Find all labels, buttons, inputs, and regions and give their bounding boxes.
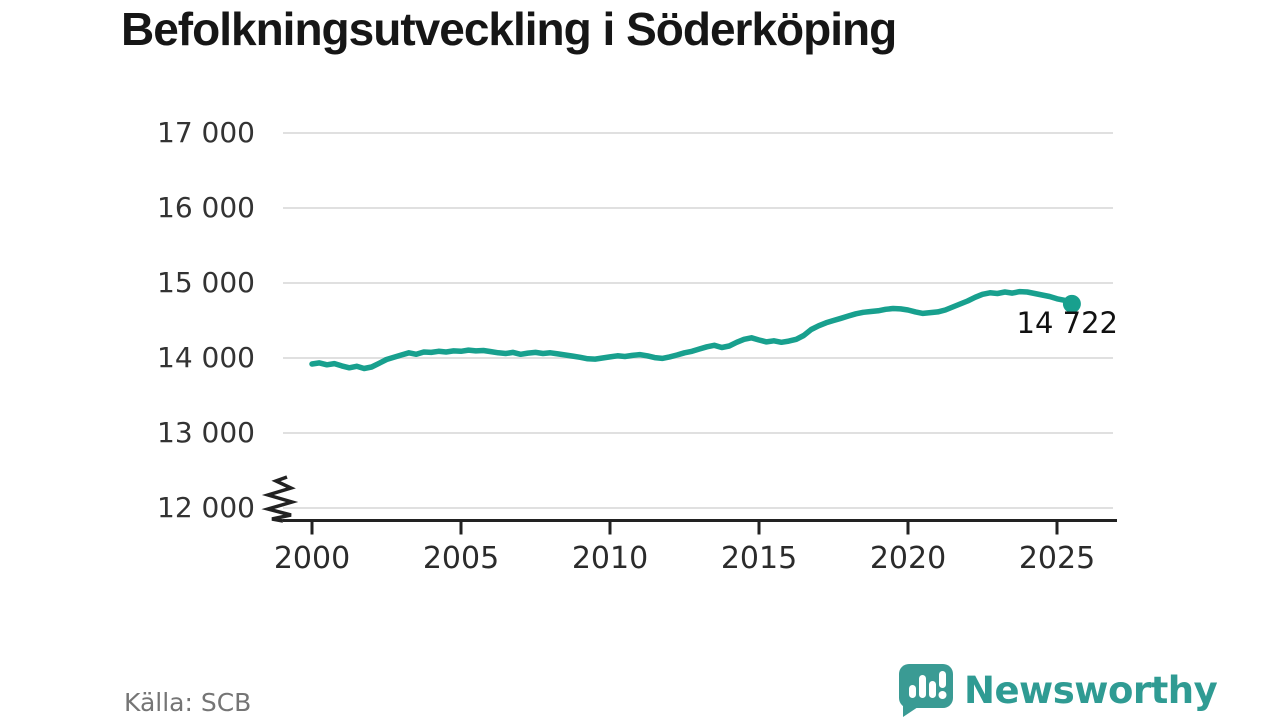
end-value-label: 14 722 <box>1016 306 1118 340</box>
y-tick-label: 15 000 <box>157 266 255 299</box>
y-tick-label: 16 000 <box>157 191 255 224</box>
x-tick-label: 2025 <box>1018 541 1096 576</box>
y-tick-label: 17 000 <box>157 116 255 149</box>
x-tick-label: 2000 <box>273 541 351 576</box>
y-tick-label: 12 000 <box>157 491 255 524</box>
population-line <box>309 288 1075 372</box>
y-tick-label: 14 000 <box>157 341 255 374</box>
x-tick-label: 2020 <box>869 541 947 576</box>
chart-title: Befolkningsutveckling i Söderköping <box>121 3 897 55</box>
brand-logo: Newsworthy <box>897 662 1218 718</box>
end-point-marker <box>1062 294 1081 313</box>
newsworthy-chart-bubble-icon <box>899 664 953 717</box>
x-tick-label: 2005 <box>422 541 500 576</box>
brand-name: Newsworthy <box>964 668 1218 712</box>
axis-break-icon <box>261 475 299 523</box>
source-label: Källa: SCB <box>124 688 252 717</box>
x-tick-label: 2015 <box>720 541 798 576</box>
y-tick-label: 13 000 <box>157 416 255 449</box>
x-tick-label: 2010 <box>571 541 649 576</box>
